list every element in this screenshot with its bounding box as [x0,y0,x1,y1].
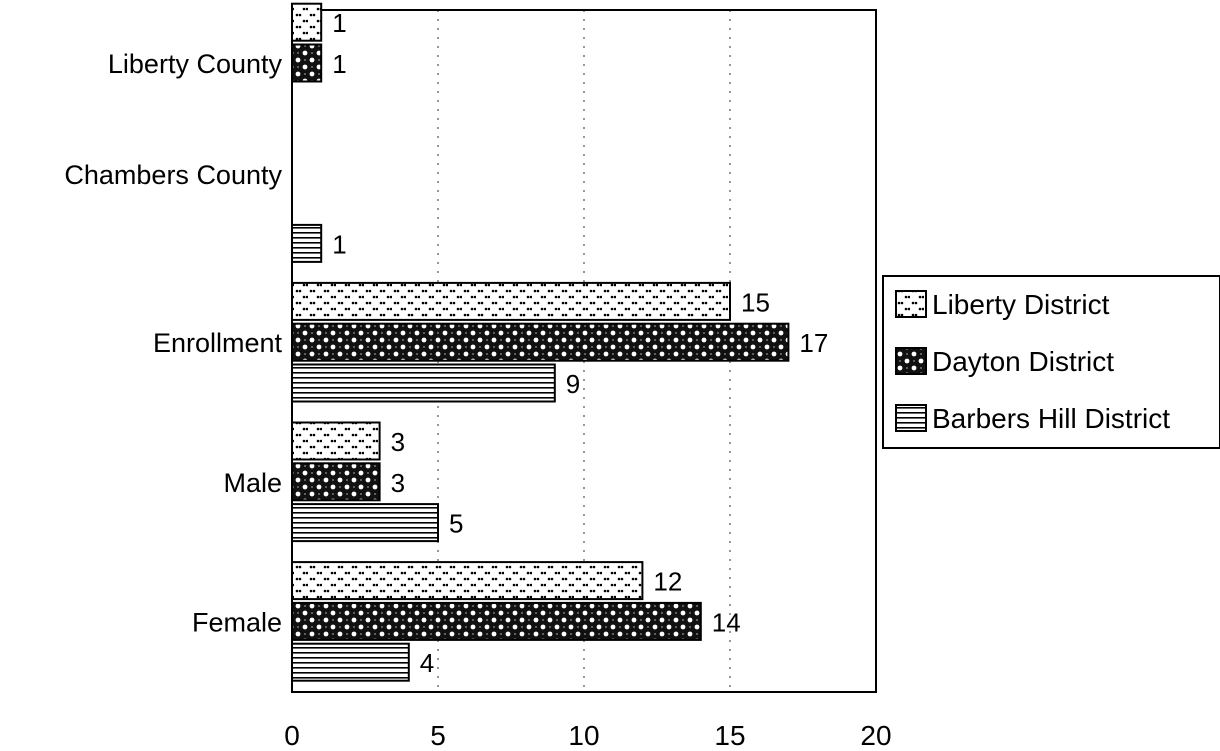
bar-value-label: 17 [799,328,828,358]
category-label: Enrollment [153,328,283,358]
x-tick-label: 20 [860,720,891,751]
bar-value-label: 3 [391,427,405,457]
bar-value-label: 3 [391,468,405,498]
bar [291,561,644,601]
bar [291,322,790,362]
x-tick-label: 0 [284,720,300,751]
bar-value-label: 15 [741,287,770,317]
x-tick-label: 10 [568,720,599,751]
bar [291,601,702,641]
bar [291,2,323,42]
category-label: Female [192,607,282,637]
bar [291,281,731,321]
legend-swatch [895,404,927,432]
legend-label: Dayton District [932,346,1114,377]
category-labels: Liberty County Chambers County Enrollment M… [64,49,282,637]
bar-value-label: 1 [332,8,346,38]
bar-value-label: 1 [332,229,346,259]
x-tick-label: 5 [430,720,446,751]
bar-value-label: 14 [712,607,741,637]
legend-box [882,275,1220,449]
bar [291,642,410,682]
bar [291,503,439,543]
legend-swatch [895,347,927,375]
legend-label: Barbers Hill District [932,403,1170,434]
bar [291,462,381,502]
legend: Liberty District Dayton District Barbers H… [882,275,1220,449]
bar-value-label: 9 [566,369,580,399]
value-labels: 1 1 1 15 17 9 3 3 5 12 14 4 [332,8,828,678]
category-label: Male [223,468,282,498]
category-label: Chambers County [64,160,282,190]
x-axis-ticks: 0 5 10 15 20 [284,720,891,751]
bar-value-label: 1 [332,49,346,79]
bar [291,421,381,461]
legend-swatch [895,290,927,318]
bar [291,43,323,83]
legend-label: Liberty District [932,289,1110,320]
bar-value-label: 4 [420,648,434,678]
bar [291,223,323,263]
bar-value-label: 5 [449,509,463,539]
x-tick-label: 15 [714,720,745,751]
category-label: Liberty County [108,49,283,79]
bars [291,2,790,682]
bar-value-label: 12 [653,567,682,597]
bar [291,363,556,403]
